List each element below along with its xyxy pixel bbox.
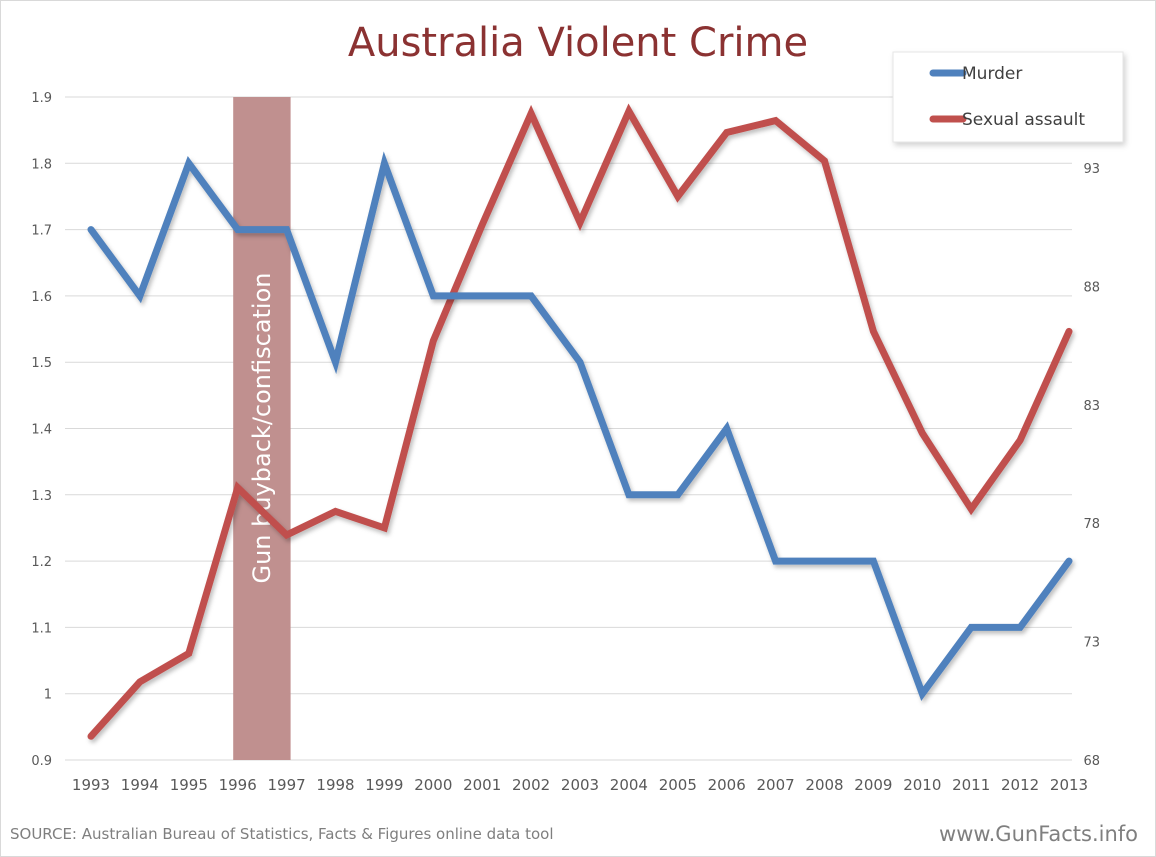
x-axis-tick: 1995	[170, 776, 208, 794]
x-axis-tick: 2000	[414, 776, 452, 794]
x-axis-tick: 1998	[316, 776, 354, 794]
x-axis-tick: 2004	[610, 776, 648, 794]
left-axis-tick: 1.9	[31, 91, 52, 106]
x-axis-tick: 2002	[512, 776, 550, 794]
x-axis-tick: 2001	[463, 776, 501, 794]
legend-murder-label: Murder	[962, 64, 1022, 84]
left-axis-tick: 1.8	[31, 157, 52, 172]
left-axis-tick: 1.5	[31, 356, 52, 371]
legend-sexual-assault-label: Sexual assault	[962, 110, 1085, 130]
legend-box	[892, 51, 1124, 143]
left-axis-tick: 1.7	[31, 224, 52, 239]
right-axis-tick: 78	[1083, 517, 1100, 532]
right-axis-tick: 93	[1083, 162, 1100, 177]
x-axis-tick: 2009	[854, 776, 892, 794]
series-lines	[87, 103, 1073, 740]
left-axis-tick: 1	[44, 688, 52, 703]
murder-line	[87, 151, 1073, 702]
source-note: SOURCE: Australian Bureau of Statistics,…	[10, 825, 554, 843]
x-axis-tick: 1996	[219, 776, 257, 794]
x-axis-tick: 1997	[268, 776, 306, 794]
axis-ticks: 0.9 1 1.1 1.2 1.3 1.4 1.5 1.6 1.7 1.8 1.9 68 73 78 83 8…	[31, 91, 1100, 794]
x-axis-tick: 2007	[757, 776, 795, 794]
legend: Murder Sexual assault	[892, 51, 1124, 143]
band-label: Gun buyback/confiscation	[248, 272, 276, 583]
x-axis-tick: 1993	[72, 776, 110, 794]
left-axis-tick: 1.2	[31, 555, 52, 570]
right-axis-tick: 83	[1083, 399, 1100, 414]
right-axis-tick: 68	[1083, 754, 1100, 769]
gun-buyback-band: Gun buyback/confiscation	[233, 97, 291, 760]
x-axis-tick: 2005	[659, 776, 697, 794]
x-axis-tick: 2008	[805, 776, 843, 794]
x-axis-tick: 2012	[1001, 776, 1039, 794]
x-axis-tick: 1999	[365, 776, 403, 794]
x-axis-tick: 2010	[903, 776, 941, 794]
gridlines	[65, 96, 1072, 761]
x-axis-tick: 2013	[1050, 776, 1088, 794]
watermark: www.GunFacts.info	[939, 822, 1138, 846]
x-axis-tick: 2003	[561, 776, 599, 794]
left-axis-tick: 1.1	[31, 621, 52, 636]
left-axis-tick: 1.4	[31, 423, 52, 438]
band-rect	[233, 97, 291, 760]
x-axis-tick: 1994	[121, 776, 159, 794]
right-axis-tick: 73	[1083, 636, 1100, 651]
x-axis-tick: 2011	[952, 776, 990, 794]
left-axis-tick: 0.9	[31, 754, 52, 769]
chart-title: Australia Violent Crime	[348, 20, 808, 66]
left-axis-tick: 1.6	[31, 290, 52, 305]
x-axis-tick: 2006	[708, 776, 746, 794]
right-axis-tick: 88	[1083, 280, 1100, 295]
sexual-assault-line	[87, 103, 1073, 740]
left-axis-tick: 1.3	[31, 489, 52, 504]
